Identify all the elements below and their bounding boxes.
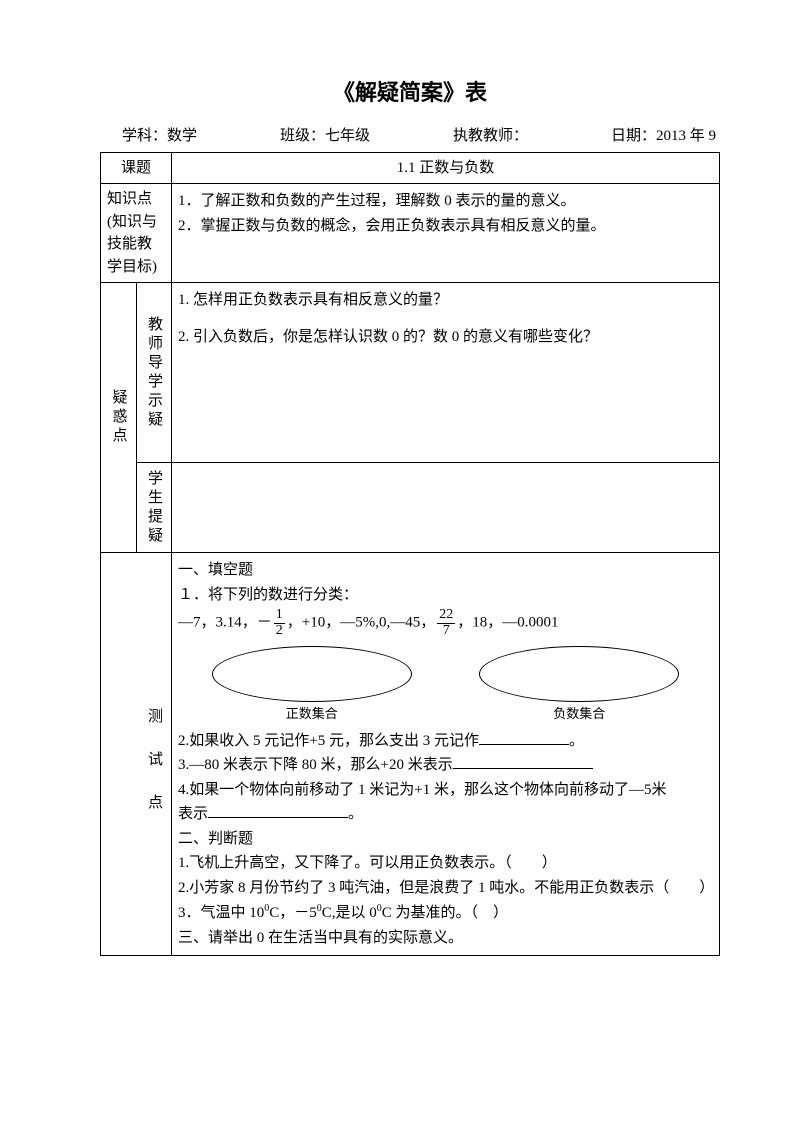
- doubt-label: 疑惑点: [101, 283, 137, 553]
- q1-intro: １．将下列的数进行分类：: [178, 584, 713, 607]
- class: 班级：七年级: [280, 125, 370, 148]
- j2: 2.小芳家 8 月份节约了 3 吨汽油，但是浪费了 1 吨水。不能用正负数表示（…: [178, 877, 713, 900]
- page-title: 《解疑简案》表: [100, 76, 720, 109]
- q4b: 表示。: [178, 803, 713, 826]
- pos-set-label: 正数集合: [286, 704, 338, 724]
- test-content: 一、填空题 １．将下列的数进行分类： —7，3.14，－12，+10，—5%,0…: [172, 553, 720, 956]
- set-ellipses: [178, 646, 713, 702]
- section-3: 三、请举出 0 在生活当中具有的实际意义。: [178, 927, 713, 950]
- test-label: 测试点: [101, 553, 172, 956]
- j3: 3．气温中 100C，－50C,是以 00C 为基准的。（ ）: [178, 901, 713, 925]
- j1: 1.飞机上升高空，又下降了。可以用正负数表示。（ ）: [178, 852, 713, 875]
- q1-numbers: —7，3.14，－12，+10，—5%,0,—45，227，18，—0.0001: [178, 608, 713, 638]
- negative-set-ellipse: [479, 646, 679, 702]
- neg-set-label: 负数集合: [553, 704, 605, 724]
- knowledge-content: 1．了解正数和负数的产生过程，理解数 0 表示的量的意义。 2．掌握正数与负数的…: [172, 184, 720, 283]
- teacher: 执教教师：: [453, 125, 528, 148]
- teacher-questions: 1. 怎样用正负数表示具有相反意义的量？ 2. 引入负数后，你是怎样认识数 0 …: [172, 283, 720, 463]
- q4a: 4.如果一个物体向前移动了 1 米记为+1 米，那么这个物体向前移动了—5米: [178, 779, 713, 802]
- q3: 3.—80 米表示下降 80 米，那么+20 米表示: [178, 754, 713, 777]
- fill-header: 一、填空题: [178, 559, 713, 582]
- topic-label: 课题: [101, 152, 172, 184]
- positive-set-ellipse: [212, 646, 412, 702]
- teacher-q2: 2. 引入负数后，你是怎样认识数 0 的？数 0 的意义有哪些变化？: [178, 326, 713, 349]
- judge-header: 二、判断题: [178, 828, 713, 851]
- date: 日期：2013 年 9: [611, 125, 716, 148]
- knowledge-2: 2．掌握正数与负数的概念，会用正负数表示具有相反意义的量。: [178, 215, 713, 238]
- subject: 学科：数学: [122, 125, 197, 148]
- knowledge-label: 知识点(知识与技能教学目标): [101, 184, 172, 283]
- topic-value: 1.1 正数与负数: [172, 152, 720, 184]
- main-table: 课题 1.1 正数与负数 知识点(知识与技能教学目标) 1．了解正数和负数的产生…: [100, 152, 720, 957]
- meta-row: 学科：数学 班级：七年级 执教教师： 日期：2013 年 9: [104, 125, 716, 148]
- q2: 2.如果收入 5 元记作+5 元，那么支出 3 元记作。: [178, 730, 713, 753]
- student-q-content: [172, 463, 720, 553]
- student-q-label: 学生提疑: [136, 463, 172, 553]
- knowledge-1: 1．了解正数和负数的产生过程，理解数 0 表示的量的意义。: [178, 190, 713, 213]
- set-labels: 正数集合 负数集合: [178, 704, 713, 724]
- teacher-guide-label: 教师导学示疑: [136, 283, 172, 463]
- teacher-q1: 1. 怎样用正负数表示具有相反意义的量？: [178, 289, 713, 312]
